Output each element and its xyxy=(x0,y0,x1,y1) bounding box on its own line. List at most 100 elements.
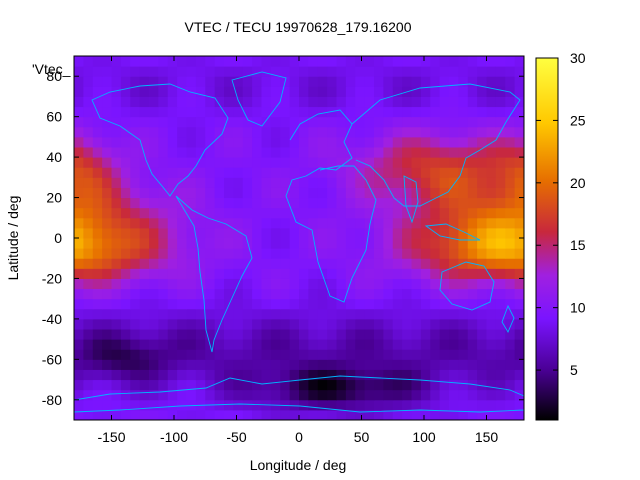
heatmap-cell xyxy=(214,359,225,370)
heatmap-cell xyxy=(383,268,394,279)
heatmap-cell xyxy=(205,278,216,290)
heatmap-cell xyxy=(299,56,309,67)
heatmap-cell xyxy=(505,258,516,269)
heatmap-cell xyxy=(130,217,141,229)
heatmap-cell xyxy=(495,136,506,148)
heatmap-cell xyxy=(233,217,244,229)
heatmap-cell xyxy=(467,147,478,158)
heatmap-cell xyxy=(139,177,150,188)
heatmap-cell xyxy=(299,126,309,138)
heatmap-cell xyxy=(439,278,450,290)
heatmap-cell xyxy=(289,359,300,370)
heatmap-cell xyxy=(458,409,469,420)
heatmap-cell xyxy=(74,339,84,350)
heatmap-cell xyxy=(158,349,169,360)
heatmap-cell xyxy=(505,96,516,108)
heatmap-cell xyxy=(74,106,84,118)
heatmap-cell xyxy=(505,147,516,158)
heatmap-cell xyxy=(420,318,431,330)
heatmap-cell xyxy=(411,76,422,87)
heatmap-cell xyxy=(280,278,291,290)
heatmap-cell xyxy=(299,167,309,178)
heatmap-cell xyxy=(252,298,262,310)
heatmap-cell xyxy=(449,66,459,77)
heatmap-cell xyxy=(74,147,84,158)
heatmap-cell xyxy=(261,86,272,97)
heatmap-cell xyxy=(477,187,487,199)
heatmap-cell xyxy=(214,258,225,269)
heatmap-cell xyxy=(383,56,394,67)
heatmap-cell xyxy=(345,409,356,420)
heatmap-cell xyxy=(195,379,206,391)
heatmap-cell xyxy=(467,379,478,391)
heatmap-cell xyxy=(158,116,169,128)
heatmap-cell xyxy=(177,359,187,370)
heatmap-cell xyxy=(270,116,281,128)
heatmap-cell xyxy=(505,207,516,219)
heatmap-cell xyxy=(83,379,94,391)
heatmap-cell xyxy=(195,409,206,420)
heatmap-cell xyxy=(383,207,394,219)
heatmap-cell xyxy=(111,298,122,310)
heatmap-cell xyxy=(411,197,422,209)
heatmap-cell xyxy=(317,86,328,97)
heatmap-cell xyxy=(83,248,94,259)
heatmap-cell xyxy=(327,389,337,401)
heatmap-cell xyxy=(167,308,178,320)
heatmap-cell xyxy=(139,86,150,97)
heatmap-cell xyxy=(327,86,337,97)
heatmap-cell xyxy=(252,409,262,420)
heatmap-cell xyxy=(83,258,94,269)
heatmap-cell xyxy=(374,369,384,381)
heatmap-cell xyxy=(439,66,450,77)
heatmap-cell xyxy=(177,126,187,138)
heatmap-cell xyxy=(402,147,412,158)
heatmap-cell xyxy=(308,298,319,310)
heatmap-cell xyxy=(505,197,516,209)
heatmap-cell xyxy=(402,76,412,87)
heatmap-cell xyxy=(345,349,356,360)
heatmap-cell xyxy=(430,56,441,67)
heatmap-cell xyxy=(158,248,169,259)
heatmap-cell xyxy=(411,56,422,67)
heatmap-cell xyxy=(102,207,112,219)
x-tick-label: 100 xyxy=(412,429,436,445)
heatmap-cell xyxy=(467,227,478,239)
heatmap-cell xyxy=(224,288,234,300)
heatmap-cell xyxy=(224,369,234,381)
heatmap-cell xyxy=(167,329,178,340)
heatmap-cell xyxy=(149,379,159,391)
heatmap-cell xyxy=(120,409,131,420)
heatmap-cell xyxy=(514,76,524,87)
colorbar xyxy=(535,57,559,421)
heatmap-cell xyxy=(92,399,103,411)
heatmap-cell xyxy=(130,116,141,128)
heatmap-cell xyxy=(102,96,112,108)
heatmap-cell xyxy=(158,86,169,97)
heatmap-cell xyxy=(224,106,234,118)
heatmap-cell xyxy=(449,238,459,249)
heatmap-cell xyxy=(130,136,141,148)
heatmap-cell xyxy=(364,66,375,77)
heatmap-cell xyxy=(149,268,159,279)
heatmap-cell xyxy=(102,298,112,310)
colorbar-tick-label: 5 xyxy=(570,362,578,378)
heatmap-cell xyxy=(74,329,84,340)
heatmap-cell xyxy=(411,278,422,290)
heatmap-cell xyxy=(177,288,187,300)
heatmap-cell xyxy=(186,157,197,168)
heatmap-cell xyxy=(411,339,422,350)
heatmap-cell xyxy=(439,258,450,269)
heatmap-cell xyxy=(130,318,141,330)
coastline-north-america xyxy=(91,83,229,197)
heatmap-cell xyxy=(280,339,291,350)
heatmap-cell xyxy=(449,409,459,420)
heatmap-cell xyxy=(139,147,150,158)
heatmap-cell xyxy=(505,308,516,320)
heatmap-cell xyxy=(308,167,319,178)
heatmap-cell xyxy=(195,86,206,97)
heatmap-cell xyxy=(158,136,169,148)
heatmap-cell xyxy=(120,197,131,209)
heatmap-cell xyxy=(477,339,487,350)
heatmap-cell xyxy=(177,379,187,391)
